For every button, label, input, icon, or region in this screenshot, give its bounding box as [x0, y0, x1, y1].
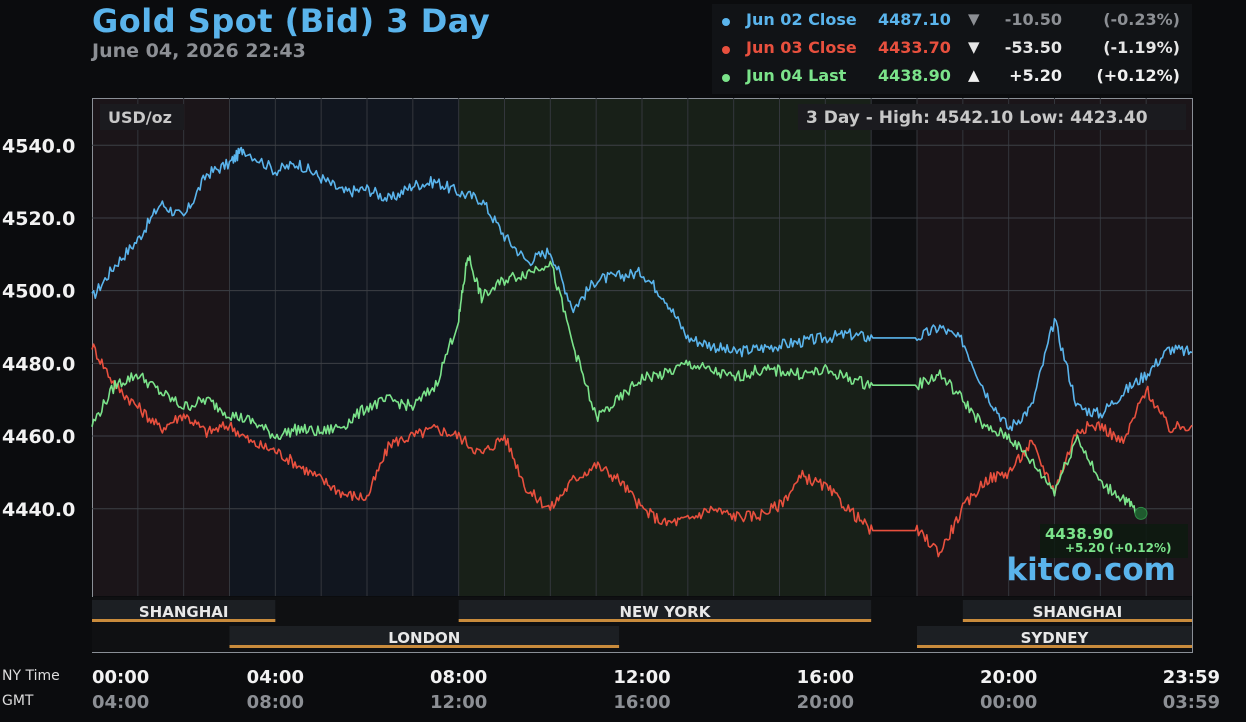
session-label: SHANGHAI	[139, 603, 229, 621]
legend-series-name: Jun 04 Last	[746, 66, 847, 85]
kitco-watermark: kitco.com	[1007, 552, 1177, 588]
chart-legend: Jun 02 Close 4487.10 ▼ -10.50 (-0.23%) Jun 03…	[712, 4, 1192, 94]
session-label: LONDON	[388, 629, 460, 647]
legend-value: 4433.70	[878, 38, 951, 57]
legend-dot	[722, 46, 730, 54]
y-tick-label: 4440.0	[2, 499, 75, 521]
y-tick-label: 4460.0	[2, 426, 75, 448]
last-price-box	[1040, 524, 1188, 558]
session-box	[92, 600, 276, 620]
y-tick-label: 4480.0	[2, 353, 75, 375]
x-tick-label-ny: 20:00	[980, 667, 1037, 688]
session-box	[917, 626, 1192, 646]
legend-change: -53.50	[1004, 38, 1062, 57]
x-tick-label-ny: 04:00	[247, 667, 304, 688]
unit-label: USD/oz	[108, 108, 172, 127]
x-tick-label-gmt: 16:00	[613, 692, 670, 713]
legend-percent: (-0.23%)	[1103, 10, 1180, 29]
last-price-label: 4438.90	[1045, 525, 1113, 543]
x-tick-label-gmt: 12:00	[430, 692, 487, 713]
legend-change: -10.50	[1004, 10, 1062, 29]
x-tick-label-ny: 16:00	[797, 667, 854, 688]
x-tick-label-ny: 23:59	[1163, 667, 1220, 688]
y-tick-label: 4520.0	[2, 208, 75, 230]
legend-row: Jun 03 Close 4433.70 ▼ -53.50 (-1.19%)	[712, 38, 1192, 62]
ny-time-label: NY Time	[2, 668, 60, 684]
session-box	[962, 600, 1192, 620]
session-underline	[962, 619, 1192, 622]
session-underline	[917, 645, 1192, 648]
y-tick-label: 4540.0	[2, 135, 75, 157]
legend-arrow-icon: ▲	[968, 66, 980, 84]
session-box	[229, 626, 620, 646]
y-tick-label: 4500.0	[2, 281, 75, 303]
legend-value: 4487.10	[878, 10, 951, 29]
series-line	[91, 146, 1193, 432]
legend-arrow-icon: ▼	[968, 10, 980, 28]
last-change-label: +5.20 (+0.12%)	[1065, 541, 1172, 555]
chart-title: Gold Spot (Bid) 3 Day	[92, 2, 491, 40]
legend-value: 4438.90	[878, 66, 951, 85]
legend-series-name: Jun 02 Close	[746, 10, 857, 29]
chart-datetime: June 04, 2026 22:43	[92, 40, 306, 62]
session-background	[871, 98, 917, 596]
legend-percent: (-1.19%)	[1103, 38, 1180, 57]
legend-row: Jun 04 Last 4438.90 ▲ +5.20 (+0.12%)	[712, 66, 1192, 90]
stats-label: 3 Day - High: 4542.10 Low: 4423.40	[806, 108, 1148, 128]
x-tick-label-gmt: 08:00	[247, 692, 304, 713]
session-label: NEW YORK	[620, 603, 712, 621]
x-tick-label-gmt: 03:59	[1163, 692, 1220, 713]
session-underline	[229, 645, 620, 648]
session-background	[92, 98, 230, 596]
x-tick-label-ny: 12:00	[613, 667, 670, 688]
series-line	[91, 343, 1193, 558]
legend-arrow-icon: ▼	[968, 38, 980, 56]
gmt-label: GMT	[2, 693, 34, 709]
legend-change: +5.20	[1009, 66, 1062, 85]
unit-label-box	[100, 104, 184, 130]
session-label: SYDNEY	[1021, 629, 1090, 647]
legend-row: Jun 02 Close 4487.10 ▼ -10.50 (-0.23%)	[712, 10, 1192, 34]
legend-dot	[722, 74, 730, 82]
session-underline	[458, 619, 872, 622]
legend-percent: (+0.12%)	[1096, 66, 1180, 85]
last-price-marker	[1134, 506, 1148, 520]
x-tick-label-gmt: 20:00	[797, 692, 854, 713]
legend-dot	[722, 18, 730, 26]
session-label: SHANGHAI	[1033, 603, 1123, 621]
x-tick-label-gmt: 00:00	[980, 692, 1037, 713]
x-tick-label-ny: 00:00	[92, 667, 149, 688]
session-background	[229, 98, 459, 596]
legend-series-name: Jun 03 Close	[746, 38, 857, 57]
stats-box	[798, 104, 1186, 130]
series-line	[91, 255, 1138, 514]
x-tick-label-ny: 08:00	[430, 667, 487, 688]
x-tick-label-gmt: 04:00	[92, 692, 149, 713]
session-underline	[92, 619, 276, 622]
session-box	[458, 600, 872, 620]
